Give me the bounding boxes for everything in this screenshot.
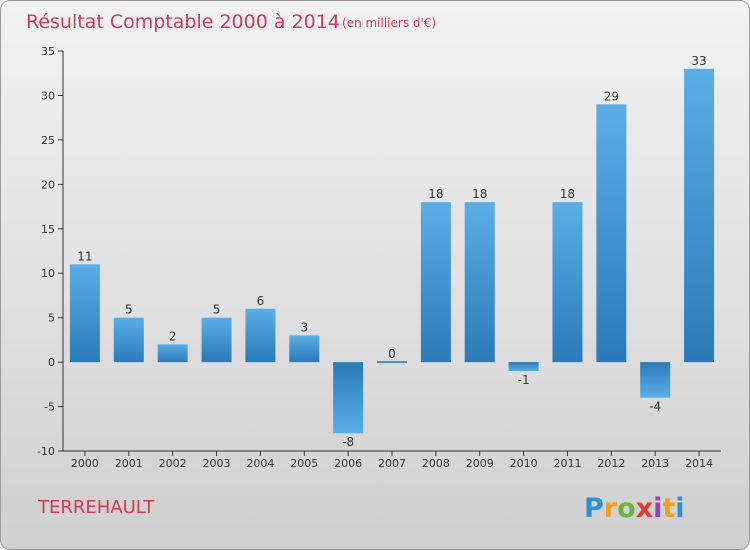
x-tick-label: 2010: [510, 457, 538, 470]
logo-letter: x: [636, 493, 653, 524]
x-tick-label: 2011: [553, 457, 581, 470]
data-label: 33: [691, 54, 706, 68]
x-tick-label: 2006: [334, 457, 362, 470]
bar: [640, 362, 671, 398]
x-tick-label: 2003: [203, 457, 231, 470]
y-tick-label: 30: [41, 89, 55, 102]
x-tick-label: 2004: [246, 457, 274, 470]
y-tick-label: -10: [37, 445, 55, 458]
y-tick-label: 5: [48, 312, 55, 325]
bar: [245, 308, 276, 363]
bar: [596, 104, 627, 363]
x-tick-label: 2014: [685, 457, 713, 470]
logo-letter: r: [604, 493, 618, 524]
bar: [113, 317, 144, 363]
data-label: 3: [300, 320, 308, 334]
y-tick-label: -5: [44, 401, 55, 414]
x-tick-label: 2009: [466, 457, 494, 470]
y-tick-label: 25: [41, 134, 55, 147]
data-label: 18: [428, 187, 443, 201]
y-tick-label: 0: [48, 356, 55, 369]
proxiti-logo: Proxiti: [584, 493, 685, 524]
bar: [508, 362, 539, 371]
bar: [377, 361, 407, 364]
x-tick-label: 2013: [641, 457, 669, 470]
bar: [289, 335, 320, 363]
logo-letter: i: [653, 493, 662, 524]
data-label: -4: [649, 400, 661, 414]
x-tick-labels: 2000 2001 2002 2003 2004 2005 2006 2007 2008 2009…: [71, 451, 713, 470]
y-tick-label: 35: [41, 45, 55, 58]
data-label: 18: [560, 187, 575, 201]
logo-letter: i: [675, 493, 684, 524]
x-tick-label: 2008: [422, 457, 450, 470]
x-tick-label: 2001: [115, 457, 143, 470]
data-label: 0: [388, 347, 396, 361]
data-label: -8: [342, 435, 354, 449]
x-tick-label: 2012: [597, 457, 625, 470]
y-tick-label: 10: [41, 267, 55, 280]
x-tick-label: 2000: [71, 457, 99, 470]
y-tick-label: 15: [41, 223, 55, 236]
bar: [69, 264, 100, 363]
data-label: 2: [169, 329, 177, 343]
chart-subtitle: (en milliers d'€): [342, 16, 436, 30]
data-labels: 11 5 2 5 6 3 -8 0 18 18 -1 18 29 -4 33: [77, 54, 706, 449]
bar: [684, 68, 715, 363]
bar: [552, 202, 583, 363]
data-label: 5: [213, 303, 221, 317]
data-label: 6: [257, 294, 265, 308]
bars: [69, 68, 715, 434]
bar: [333, 362, 364, 434]
data-label: -1: [518, 373, 530, 387]
y-tick-labels: -10 -5 0 5 10 15 20 25 30 35: [37, 45, 63, 458]
location-label: TERREHAULT: [37, 497, 155, 518]
bar: [157, 344, 188, 363]
x-tick-label: 2002: [159, 457, 187, 470]
logo-letter: o: [617, 493, 636, 524]
chart-title: Résultat Comptable 2000 à 2014: [26, 11, 340, 33]
data-label: 18: [472, 187, 487, 201]
logo-letter: t: [662, 493, 675, 524]
y-tick-label: 20: [41, 178, 55, 191]
bar: [464, 202, 495, 363]
x-tick-label: 2007: [378, 457, 406, 470]
x-tick-label: 2005: [290, 457, 318, 470]
data-label: 5: [125, 303, 133, 317]
logo-letter: P: [584, 493, 604, 524]
bar: [201, 317, 232, 363]
data-label: 11: [77, 249, 92, 263]
data-label: 29: [604, 89, 619, 103]
bar: [420, 202, 451, 363]
